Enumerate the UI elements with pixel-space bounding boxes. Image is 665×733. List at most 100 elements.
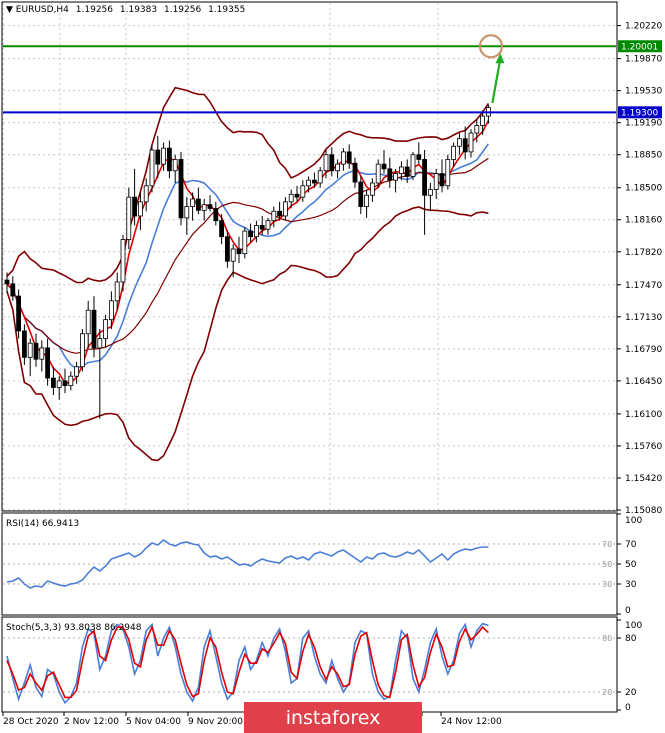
candle (10, 276, 16, 301)
candlestick-series (4, 104, 491, 419)
candle (224, 230, 230, 268)
level-price-label: 1.19300 (621, 108, 658, 118)
candle (230, 244, 236, 278)
stoch-tick-label: 100 (625, 621, 642, 631)
rsi-tick-label: 100 (625, 516, 642, 526)
rsi-series (6, 538, 489, 589)
candle-body (306, 179, 312, 187)
candle (103, 314, 108, 348)
candle-body (433, 173, 439, 190)
candle-body (109, 300, 114, 321)
price-tick-label: 1.17470 (625, 281, 662, 291)
candle-body (474, 125, 480, 134)
candle-body (51, 377, 56, 388)
candle-body (91, 309, 97, 349)
candle (317, 166, 323, 188)
rsi-tick-label: 50 (625, 560, 637, 570)
time-tick-label: 24 Nov 12:00 (441, 717, 502, 727)
price-tick-label: 1.15420 (625, 474, 662, 484)
level-price-label: 1.20001 (621, 42, 658, 52)
candle (375, 159, 381, 188)
candle-body (195, 198, 201, 211)
candle (62, 368, 68, 394)
candle (288, 189, 294, 209)
candle (259, 215, 265, 235)
time-tick-label: 2 Nov 12:00 (64, 717, 119, 727)
candle (271, 206, 277, 228)
candle (137, 192, 143, 231)
candle (51, 366, 56, 396)
candle (393, 168, 399, 193)
candle-body (224, 236, 230, 262)
candle-body (114, 281, 120, 302)
ohlc-high: 1.19383 (120, 5, 157, 15)
price-tick-label: 1.20220 (625, 22, 662, 32)
candle (149, 145, 155, 193)
candle-body (439, 173, 445, 187)
candle (236, 236, 242, 264)
candle-body (236, 248, 242, 255)
candle (445, 154, 451, 190)
candle-body (323, 154, 329, 172)
candle-body (265, 220, 271, 230)
candle-body (393, 173, 399, 181)
candle-body (132, 196, 138, 217)
level-price-tag (618, 40, 662, 53)
rsi-reference-label: 70 (602, 540, 612, 549)
stoch-tick-label: 80 (625, 634, 637, 644)
candle (27, 338, 33, 377)
stoch-panel: 80 20 Stoch(5,3,3) 93.8038 86.2948 100 80 2… (1, 616, 642, 713)
price-tick-label: 1.16450 (625, 377, 662, 387)
candle (480, 110, 486, 135)
candle (161, 142, 167, 171)
candle (219, 214, 225, 245)
candle (422, 150, 428, 235)
candle (155, 135, 161, 179)
candle-body (4, 279, 10, 285)
candle-body (213, 208, 219, 222)
candle-body (416, 154, 422, 160)
watermark: instaforex (244, 702, 422, 733)
projection-arrow-shaft (491, 58, 502, 104)
candle (265, 217, 271, 235)
rsi-grid: 70 50 30 (3, 540, 616, 589)
price-tick-label: 1.18160 (625, 216, 662, 226)
candle (381, 150, 387, 174)
rsi-axis: 100 70 50 30 0 (617, 513, 642, 616)
candle-body (445, 159, 451, 187)
candle (323, 150, 329, 179)
candle (190, 192, 196, 221)
candle-body (56, 380, 62, 388)
price-tick-label: 1.19530 (625, 87, 662, 97)
candle-body (74, 366, 79, 377)
candle-body (277, 210, 283, 217)
candle-body (45, 347, 50, 379)
candle-body (451, 145, 457, 160)
rsi-tick-label: 70 (625, 540, 637, 550)
candle-body (468, 132, 474, 153)
candle (91, 296, 97, 358)
bollinger-lower (6, 206, 489, 462)
price-tick-label: 1.16100 (625, 410, 662, 420)
candle (166, 140, 172, 179)
candle-body (248, 230, 254, 238)
price-tick-label: 1.19870 (625, 55, 662, 65)
candle (120, 234, 126, 292)
projection-arrow-head (495, 53, 505, 64)
candle (300, 180, 306, 202)
candle (184, 197, 190, 235)
candle (85, 300, 91, 348)
candle (16, 289, 22, 339)
candle-body (317, 170, 323, 184)
candle-body (271, 210, 277, 222)
price-tick-label: 1.15080 (625, 506, 662, 516)
rsi-title: RSI(14) 66.9413 (6, 519, 79, 529)
price-axis: 1.20220 1.19870 1.19530 1.19190 1.18850 1.185… (617, 22, 662, 516)
candle-body (410, 154, 416, 177)
horizontal-levels: 1.20001 1.19300 (3, 40, 662, 119)
candle (306, 176, 312, 193)
candle-body (340, 151, 346, 165)
panel-collapse-icon[interactable]: ▼ (6, 5, 16, 15)
candle (282, 197, 288, 221)
price-tick-label: 1.18850 (625, 151, 662, 161)
